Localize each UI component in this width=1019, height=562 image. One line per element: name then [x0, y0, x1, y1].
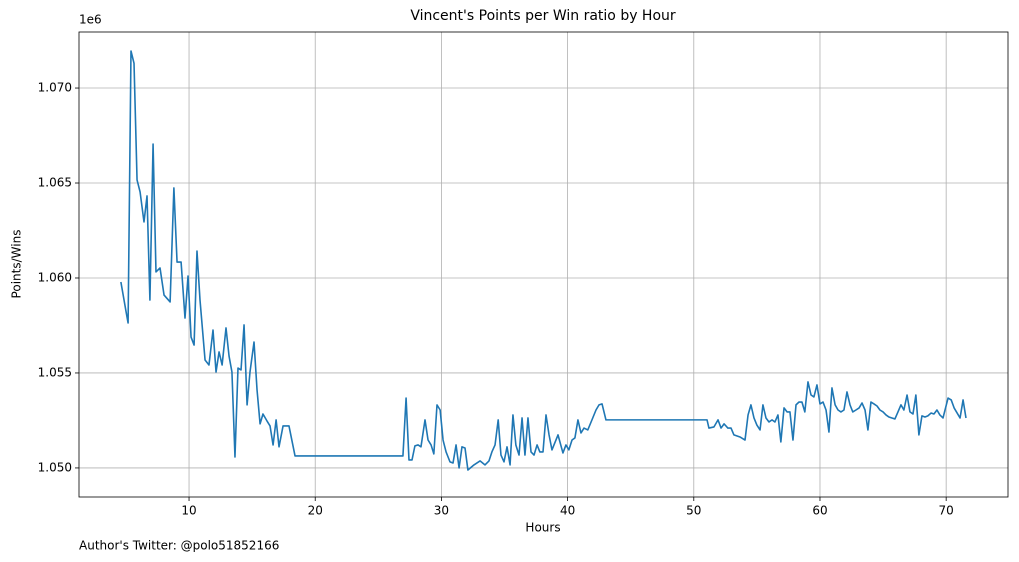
y-tick-label: 1.070 — [38, 81, 72, 95]
chart-title: Vincent's Points per Win ratio by Hour — [410, 8, 676, 24]
plot-frame — [78, 31, 1009, 498]
x-tick-label: 30 — [434, 504, 449, 518]
y-tick-label: 1.055 — [38, 365, 72, 379]
x-tick-label: 70 — [939, 504, 954, 518]
x-tick-label: 20 — [308, 504, 323, 518]
x-tick-label: 40 — [560, 504, 575, 518]
y-offset-label: 1e6 — [79, 13, 102, 27]
y-tick-label: 1.065 — [38, 176, 72, 190]
x-axis-label: Hours — [525, 521, 560, 535]
y-axis-label: Points/Wins — [10, 230, 24, 299]
x-tick-label: 60 — [812, 504, 827, 518]
y-tick-label: 1.050 — [38, 460, 72, 474]
y-tick-label: 1.060 — [38, 270, 72, 284]
footnote: Author's Twitter: @polo51852166 — [79, 539, 279, 553]
data-line — [120, 50, 967, 471]
x-tick-label: 50 — [686, 504, 701, 518]
x-tick-label: 10 — [181, 504, 196, 518]
